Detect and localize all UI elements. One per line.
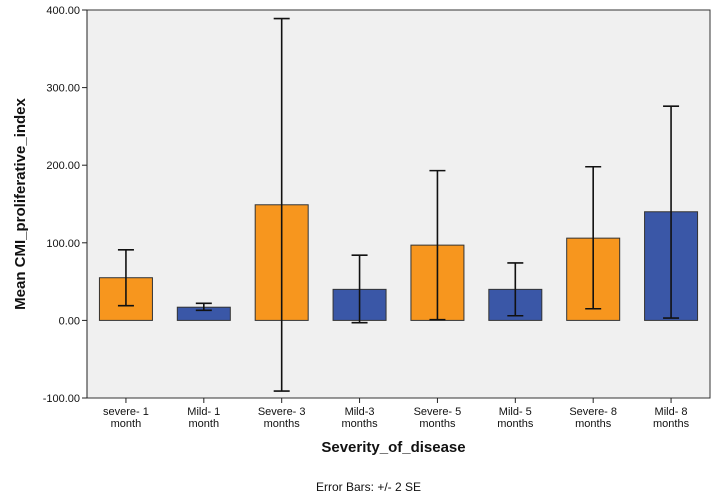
error-bar bbox=[663, 105, 680, 319]
y-tick-label: 200.00 bbox=[46, 160, 80, 172]
error-bar bbox=[273, 17, 290, 392]
error-bar bbox=[507, 262, 524, 317]
x-tick-label: severe- 1 month bbox=[103, 406, 149, 430]
x-tick-label: Mild-3 months bbox=[342, 406, 379, 430]
x-axis-title: Severity_of_disease bbox=[321, 439, 465, 456]
error-bar bbox=[429, 169, 446, 321]
y-axis-title: Mean CMI_proliferative_index bbox=[12, 97, 29, 309]
y-tick-label: 400.00 bbox=[46, 5, 80, 17]
y-tick-label: -100.00 bbox=[43, 393, 80, 405]
error-bar bbox=[585, 165, 602, 310]
x-tick-label: Mild- 8 months bbox=[653, 406, 690, 430]
y-tick-label: 0.00 bbox=[59, 315, 80, 327]
error-bar bbox=[351, 254, 368, 324]
error-bars-footnote: Error Bars: +/- 2 SE bbox=[316, 480, 421, 494]
error-bar bbox=[117, 248, 134, 307]
x-tick-label: Mild- 1 month bbox=[187, 406, 220, 430]
y-axis: -100.00 0.00 100.00 200.00 300.00 400.00 bbox=[43, 5, 88, 405]
error-bars bbox=[117, 17, 680, 392]
plot-area bbox=[86, 9, 711, 399]
y-tick-label: 300.00 bbox=[46, 83, 80, 95]
error-bar bbox=[195, 302, 212, 312]
x-tick-label: Severe- 5 months bbox=[414, 406, 462, 430]
x-tick-label: Severe- 3 months bbox=[258, 406, 306, 430]
y-tick-label: 100.00 bbox=[46, 238, 80, 250]
x-tick-label: Mild- 5 months bbox=[497, 406, 534, 430]
x-tick-label: Severe- 8 months bbox=[569, 406, 617, 430]
x-axis-labels: severe- 1 month Mild- 1 month Severe- 3 month… bbox=[103, 398, 690, 430]
